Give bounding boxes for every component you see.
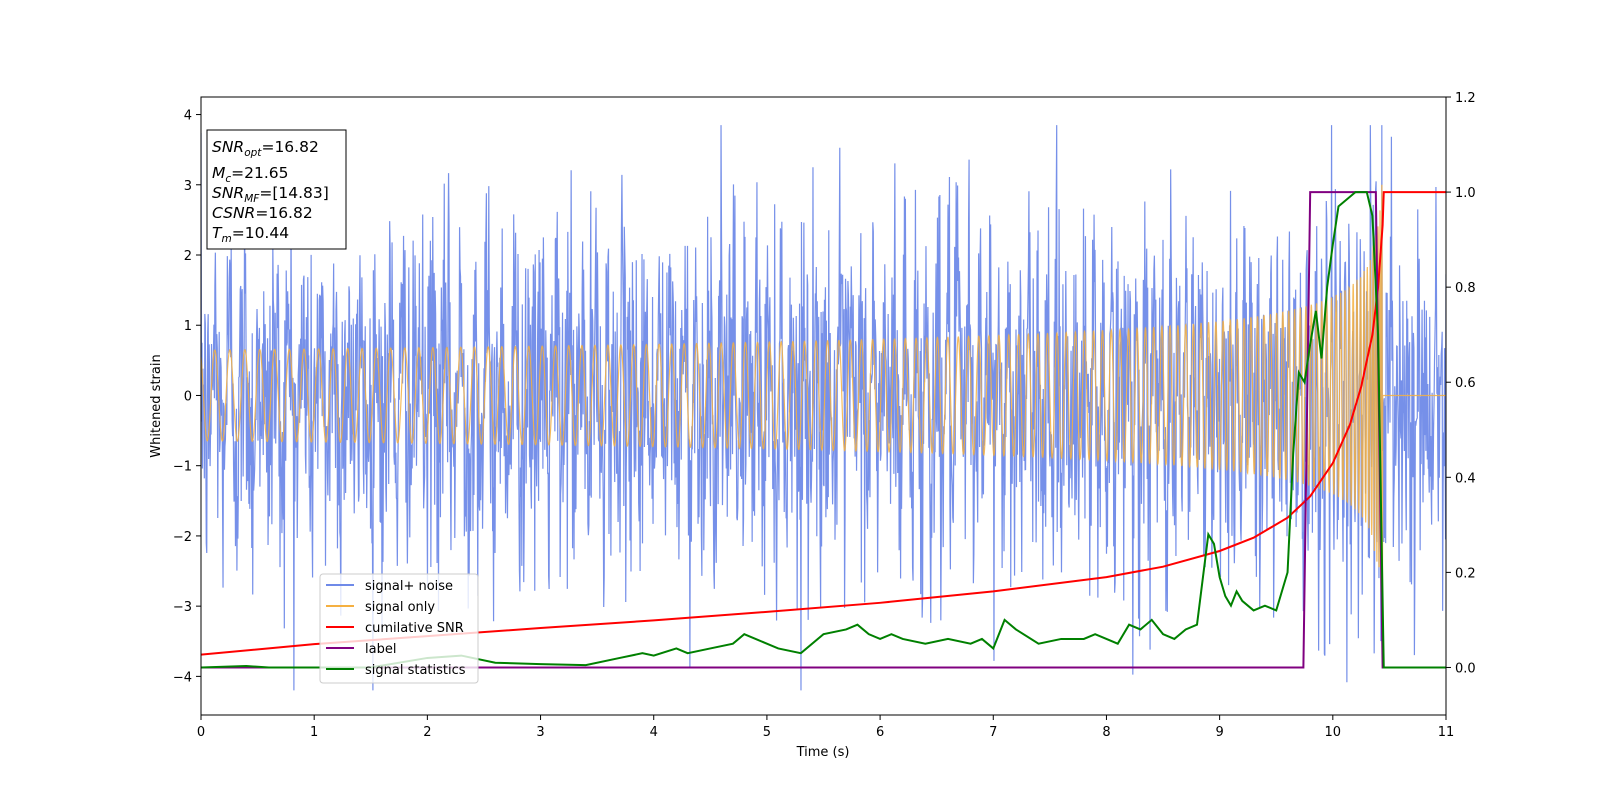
legend-label-label: label (365, 642, 396, 657)
x-tick-label: 1 (310, 725, 318, 740)
x-tick-label: 2 (423, 725, 431, 740)
y-right-tick-label: 1.2 (1455, 91, 1476, 106)
info-tm: Tm=10.44 (212, 224, 289, 245)
info-csnr: CSNR=16.82 (212, 204, 313, 222)
info-box: SNRopt=16.82 Mc=21.65 SNRMF=[14.83] CSNR… (206, 129, 347, 250)
x-tick-label: 3 (536, 725, 544, 740)
y-tick-label: −1 (173, 460, 192, 475)
y-tick-label: 3 (184, 179, 192, 194)
legend-label-cumulative-snr: cumilative SNR (365, 621, 464, 636)
y-tick-label: −4 (173, 670, 192, 685)
y-right-tick-label: 0.2 (1455, 566, 1476, 581)
series-cumulative-snr (201, 191, 1446, 656)
y-tick-label: 4 (184, 109, 192, 124)
info-mc-value: 21.65 (244, 164, 288, 182)
y-tick-label: −3 (173, 600, 192, 615)
x-tick-label: 9 (1215, 725, 1223, 740)
x-tick-label: 5 (763, 725, 771, 740)
info-mc: Mc=21.65 (212, 164, 289, 185)
plot-frame (200, 96, 1447, 716)
info-box-frame (206, 129, 347, 250)
x-tick-label: 6 (876, 725, 884, 740)
x-tick-label: 11 (1438, 725, 1455, 740)
series-signal-only (201, 184, 1446, 597)
legend-label-signal-noise: signal+ noise (365, 579, 453, 594)
info-snr-mf: SNRMF=[14.83] (212, 184, 329, 205)
series-signal-statistics (201, 191, 1446, 669)
x-tick-label: 8 (1102, 725, 1110, 740)
ticks-layer: 0 1 2 3 4 5 6 7 8 9 10 11 −4 −3 −2 −1 0 1 2 3 4 0.0 0.2 0.4 0.6 0… (173, 91, 1476, 740)
info-csnr-value: 16.82 (268, 204, 312, 222)
info-tm-value: 10.44 (245, 224, 289, 242)
y-right-tick-label: 0.0 (1455, 661, 1476, 676)
x-tick-label: 0 (197, 725, 205, 740)
y-tick-label: 1 (184, 319, 192, 334)
y-right-tick-label: 0.8 (1455, 281, 1476, 296)
info-snr-opt: SNRopt=16.82 (212, 138, 319, 159)
info-snr-opt-value: 16.82 (274, 138, 318, 156)
x-tick-label: 10 (1325, 725, 1342, 740)
y-tick-label: −2 (173, 530, 192, 545)
x-tick-label: 4 (650, 725, 658, 740)
legend: signal+ noise signal only cumilative SNR… (319, 573, 479, 684)
y-right-tick-label: 1.0 (1455, 186, 1476, 201)
y-axis-label: Whitened strain (149, 354, 164, 457)
legend-label-signal-statistics: signal statistics (365, 663, 466, 678)
legend-label-signal-only: signal only (365, 600, 435, 615)
y-tick-label: 0 (184, 389, 192, 404)
y-right-tick-label: 0.4 (1455, 471, 1476, 486)
y-right-tick-label: 0.6 (1455, 376, 1476, 391)
legend-frame (319, 573, 479, 684)
series-layer (201, 125, 1446, 691)
x-axis-label: Time (s) (796, 745, 850, 760)
y-tick-label: 2 (184, 249, 192, 264)
x-tick-label: 7 (989, 725, 997, 740)
info-snr-mf-value: [14.83] (272, 184, 328, 202)
